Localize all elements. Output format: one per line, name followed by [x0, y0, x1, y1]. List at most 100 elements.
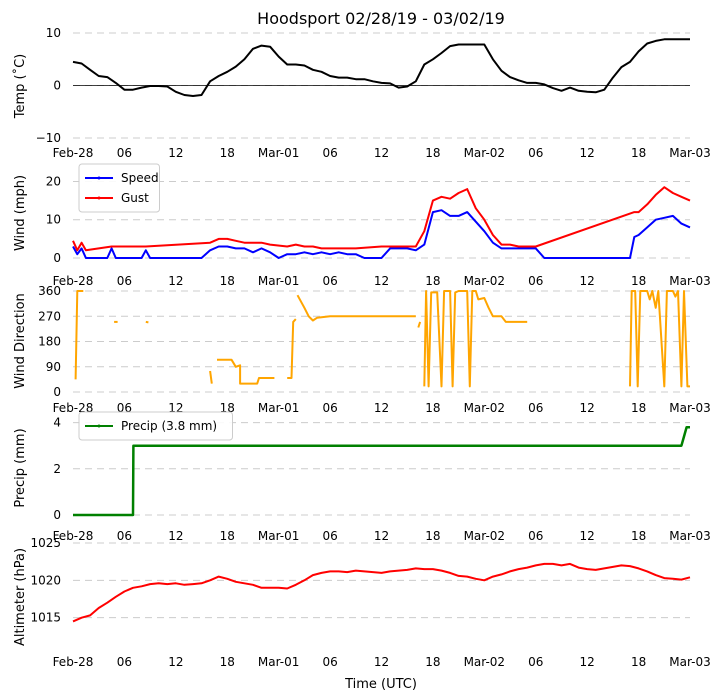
x-tick-label: Feb-28 [53, 655, 94, 669]
panel-precip: 0 2 4 Precip (mm) Feb-28 06 12 18 Mar-01 06 12 18 Ma… [13, 411, 711, 543]
series-line-altimeter [72, 562, 691, 623]
panels: −10 0 10 Temp (˚C) Feb-28 06 12 18 Mar-01 06 12 18 M… [12, 26, 711, 669]
x-tick-label: 06 [117, 146, 132, 160]
x-tick-label: 06 [322, 274, 337, 288]
x-tick-label: 12 [374, 529, 389, 543]
y-tick-label: 10 [46, 213, 61, 227]
x-tick-label: 06 [528, 146, 543, 160]
x-tick-label: 18 [425, 146, 440, 160]
x-tick-label: 06 [117, 274, 132, 288]
x-tick-label: 06 [322, 146, 337, 160]
series-line-dir [217, 358, 275, 385]
x-tick-label: Feb-28 [53, 274, 94, 288]
x-tick-label: 18 [220, 146, 235, 160]
x-tick-label: Mar-02 [464, 274, 505, 288]
x-tick-label: 18 [220, 529, 235, 543]
x-tick-label: 12 [374, 655, 389, 669]
x-tick-label: 18 [425, 529, 440, 543]
x-tick-label: Feb-28 [53, 529, 94, 543]
series-line-gust [72, 186, 691, 252]
x-tick-label: Mar-02 [464, 146, 505, 160]
series-line-precip-3-8-mm- [73, 425, 690, 517]
series-line-dir [423, 290, 528, 388]
y-tick-label: 1015 [30, 611, 61, 625]
y-tick-label: 180 [38, 335, 61, 349]
x-tick-label: 12 [374, 274, 389, 288]
series-line-dir [209, 370, 213, 384]
x-tick-label: Mar-03 [669, 655, 710, 669]
legend-label: Speed [121, 171, 159, 185]
legend-marker [97, 196, 101, 200]
series-line-speed [72, 209, 691, 259]
y-tick-label: 0 [53, 385, 61, 399]
legend-marker [97, 424, 101, 428]
x-tick-label: 12 [374, 146, 389, 160]
series-line-dir [417, 321, 422, 328]
x-tick-label: 18 [631, 274, 646, 288]
x-tick-label: 06 [322, 529, 337, 543]
series-line-dir [145, 320, 149, 324]
x-tick-label: 06 [528, 655, 543, 669]
legend-label: Gust [121, 191, 149, 205]
chart-title: Hoodsport 02/28/19 - 03/02/19 [257, 9, 505, 28]
x-tick-label: 06 [117, 529, 132, 543]
y-tick-label: 0 [53, 79, 61, 93]
y-tick-label: 1020 [30, 573, 61, 587]
x-tick-label: Mar-02 [464, 655, 505, 669]
y-axis-label: Wind Direction [13, 293, 28, 389]
x-tick-label: 18 [631, 401, 646, 415]
x-tick-label: 18 [220, 274, 235, 288]
x-tick-label: 12 [168, 655, 183, 669]
y-tick-label: −10 [36, 131, 61, 145]
x-tick-label: Mar-01 [258, 146, 299, 160]
x-tick-label: 18 [631, 529, 646, 543]
legend-box [78, 411, 233, 441]
x-tick-label: Mar-03 [669, 401, 710, 415]
y-tick-label: 4 [53, 416, 61, 430]
x-tick-label: 18 [425, 401, 440, 415]
x-tick-label: 18 [425, 655, 440, 669]
x-tick-label: 18 [631, 655, 646, 669]
y-tick-label: 1025 [30, 536, 61, 550]
x-tick-label: Mar-01 [258, 655, 299, 669]
x-tick-label: 06 [528, 529, 543, 543]
y-tick-label: 90 [46, 360, 61, 374]
x-tick-label: 12 [580, 529, 595, 543]
legend-marker [97, 176, 101, 180]
legend-box [78, 163, 160, 213]
y-axis-label: Wind (mph) [13, 175, 28, 251]
x-tick-label: 12 [168, 274, 183, 288]
x-tick-label: Mar-01 [258, 529, 299, 543]
x-tick-label: Mar-03 [669, 529, 710, 543]
x-tick-label: 06 [528, 401, 543, 415]
x-tick-label: Mar-02 [464, 401, 505, 415]
y-tick-label: 2 [53, 462, 61, 476]
x-tick-label: Mar-01 [258, 274, 299, 288]
x-tick-label: Feb-28 [53, 146, 94, 160]
y-axis-label: Altimeter (hPa) [13, 548, 28, 646]
x-tick-label: 12 [580, 401, 595, 415]
series-line-dir [74, 290, 84, 380]
series-line-dir [629, 290, 690, 388]
x-tick-label: 06 [322, 655, 337, 669]
y-tick-label: 10 [46, 26, 61, 40]
x-tick-label: 18 [220, 655, 235, 669]
series-line-temp [72, 38, 690, 97]
y-tick-label: 270 [38, 309, 61, 323]
y-axis-label: Precip (mm) [13, 428, 28, 507]
x-tick-label: 12 [168, 146, 183, 160]
legend-label: Precip (3.8 mm) [121, 419, 217, 433]
series-line-dir [296, 294, 416, 322]
y-tick-label: 360 [38, 284, 61, 298]
x-tick-label: Mar-03 [669, 274, 710, 288]
y-tick-label: 0 [53, 251, 61, 265]
x-tick-label: 12 [374, 401, 389, 415]
y-tick-label: 0 [53, 508, 61, 522]
x-tick-label: 18 [631, 146, 646, 160]
x-tick-label: 06 [117, 655, 132, 669]
x-tick-label: 12 [580, 655, 595, 669]
series-line-dir [287, 318, 297, 379]
